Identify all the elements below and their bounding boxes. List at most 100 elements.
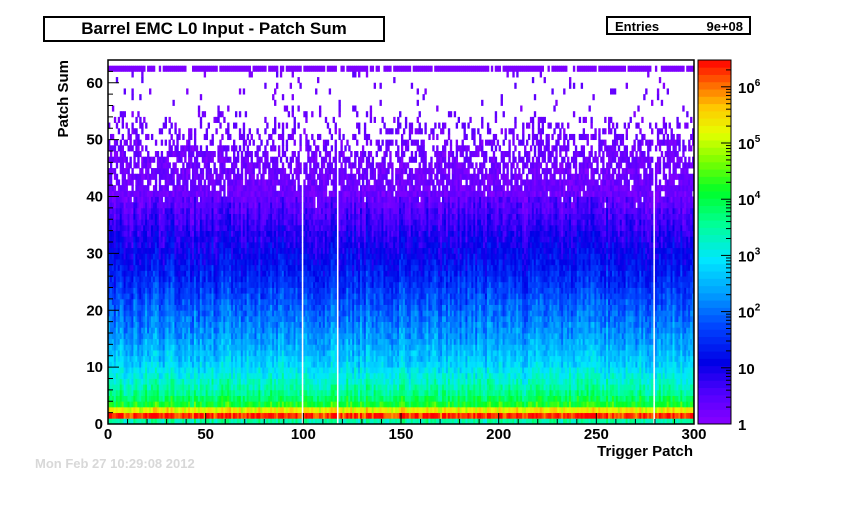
heatmap-cell	[137, 406, 140, 414]
heatmap-cell	[295, 236, 298, 243]
heatmap-cell	[109, 389, 113, 396]
heatmap-cell	[133, 270, 136, 277]
heatmap-cell	[254, 401, 257, 408]
heatmap-cell	[238, 344, 242, 351]
heatmap-cell	[149, 173, 152, 180]
heatmap-cell	[287, 190, 291, 197]
heatmap-cell	[213, 412, 216, 419]
heatmap-cell	[299, 384, 302, 391]
heatmap-cell	[108, 145, 111, 152]
heatmap-cell	[182, 281, 185, 288]
heatmap-cell	[178, 418, 181, 425]
heatmap-cell	[109, 310, 113, 317]
heatmap-cell	[289, 179, 293, 186]
heatmap-cell	[242, 242, 246, 249]
heatmap-cell	[258, 412, 261, 419]
heatmap-cell	[131, 88, 134, 95]
heatmap-cell	[117, 389, 121, 396]
heatmap-cell	[160, 185, 164, 192]
heatmap-cell	[109, 219, 113, 226]
heatmap-cell	[188, 287, 191, 294]
heatmap-cell	[248, 406, 251, 414]
heatmap-cell	[190, 327, 193, 334]
heatmap-cell	[141, 281, 144, 288]
heatmap-cell	[238, 321, 242, 328]
heatmap-cell	[133, 253, 136, 260]
heatmap-cell	[256, 247, 259, 254]
heatmap-cell	[170, 367, 173, 374]
heatmap-cell	[152, 395, 156, 402]
heatmap-cell	[297, 378, 300, 385]
heatmap-cell	[205, 389, 209, 396]
heatmap-cell	[289, 327, 293, 334]
heatmap-cell	[297, 162, 300, 169]
heatmap-cell	[195, 298, 199, 305]
heatmap-cell	[219, 247, 222, 254]
heatmap-cell	[131, 122, 134, 129]
heatmap-cell	[129, 207, 132, 214]
heatmap-cell	[201, 327, 205, 334]
heatmap-cell	[193, 293, 197, 300]
heatmap-cell	[123, 384, 126, 391]
heatmap-cell	[182, 344, 185, 351]
heatmap-cell	[256, 321, 259, 328]
heatmap-cell	[275, 406, 279, 414]
heatmap-cell	[264, 406, 267, 414]
heatmap-cell	[266, 207, 269, 214]
heatmap-cell	[191, 418, 195, 425]
heatmap-cell	[149, 259, 152, 266]
heatmap-cell	[211, 315, 214, 323]
heatmap-cell	[119, 298, 123, 305]
heatmap-cell	[272, 207, 275, 214]
heatmap-cell	[201, 253, 205, 260]
heatmap-cell	[113, 412, 117, 419]
heatmap-cell	[164, 401, 167, 408]
heatmap-cell	[272, 230, 275, 237]
heatmap-cell	[279, 372, 283, 379]
heatmap-cell	[139, 355, 142, 362]
heatmap-cell	[305, 372, 308, 379]
heatmap-cell	[190, 185, 193, 192]
heatmap-cell	[135, 310, 138, 317]
heatmap-cell	[125, 162, 128, 169]
heatmap-cell	[240, 185, 244, 192]
heatmap-cell	[295, 230, 298, 237]
heatmap-cell	[285, 65, 289, 72]
heatmap-cell	[205, 270, 209, 277]
heatmap-cell	[242, 145, 246, 152]
heatmap-cell	[117, 350, 121, 357]
heatmap-cell	[303, 162, 306, 169]
heatmap-cell	[201, 406, 205, 414]
heatmap-cell	[176, 287, 179, 294]
heatmap-cell	[238, 219, 242, 226]
heatmap-cell	[221, 418, 224, 425]
heatmap-cell	[176, 224, 179, 232]
heatmap-cell	[168, 145, 171, 152]
heatmap-cell	[275, 207, 279, 214]
heatmap-cell	[254, 333, 257, 340]
heatmap-cell	[143, 281, 146, 288]
heatmap-cell	[166, 242, 169, 249]
heatmap-cell	[201, 321, 205, 328]
heatmap-cell	[303, 310, 306, 317]
heatmap-cell	[258, 259, 261, 266]
heatmap-cell	[213, 361, 216, 368]
heatmap-cell	[223, 162, 226, 169]
heatmap-cell	[205, 151, 209, 158]
heatmap-cell	[275, 71, 279, 78]
heatmap-cell	[178, 287, 181, 294]
heatmap-cell	[221, 219, 224, 226]
heatmap-cell	[225, 344, 228, 351]
heatmap-cell	[236, 156, 240, 163]
heatmap-cell	[143, 367, 146, 374]
heatmap-cell	[281, 247, 285, 254]
heatmap-cell	[225, 213, 228, 220]
heatmap-cell	[139, 361, 142, 368]
heatmap-cell	[279, 207, 283, 214]
heatmap-cell	[248, 219, 251, 226]
heatmap-cell	[178, 344, 181, 351]
heatmap-cell	[195, 361, 199, 368]
heatmap-cell	[172, 236, 175, 243]
heatmap-cell	[215, 179, 218, 186]
heatmap-cell	[121, 355, 125, 362]
